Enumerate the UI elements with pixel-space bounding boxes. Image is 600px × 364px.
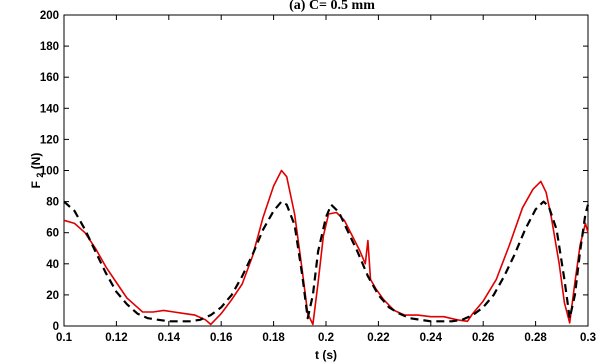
plot-frame [63,14,589,327]
series-layer [63,169,590,326]
y-tick-label: 140 [40,103,59,115]
y-tick-label: 100 [40,166,59,178]
x-tick-label: 0.14 [158,332,181,344]
x-tick-label: 0.2 [318,332,334,344]
y-tick-label: 160 [40,72,59,84]
x-tick-label: 0.12 [105,332,127,344]
y-tick-label: 200 [40,10,59,22]
series-line-dashed [63,200,590,323]
chart-title: (a) C= 0.5 mm [289,0,375,13]
y-tick-label: 40 [46,259,59,271]
y-axis-label-unit: (N) [29,153,43,170]
y-tick-label: 80 [46,197,59,209]
x-tick-label: 0.3 [580,332,596,344]
x-tick-label: 0.1 [56,332,73,344]
y-tick-label: 60 [46,228,59,240]
x-tick-label: 0.18 [262,332,285,344]
y-axis-label: F 2 (N) [29,153,46,189]
x-tick-label: 0.16 [210,332,232,344]
y-axis-label-subscript: 2 [35,173,45,178]
x-tick-label: 0.24 [420,332,443,344]
x-axis-ticks: 0.1 0.12 0.14 0.16 0.18 0.2 0.22 0.24 0.26 0.28 0.… [56,15,596,344]
y-tick-label: 180 [40,41,59,53]
y-axis-ticks: 0 20 40 60 80 100 120 140 160 180 200 [40,10,588,333]
x-tick-label: 0.26 [472,332,494,344]
x-axis-label: t (s) [315,348,337,362]
x-tick-label: 0.28 [524,332,547,344]
y-tick-label: 0 [53,321,59,333]
y-axis-label-main: F [29,181,43,188]
y-tick-label: 120 [40,134,59,146]
series-line-solid [63,169,589,326]
x-tick-label: 0.22 [367,332,389,344]
y-tick-label: 20 [46,290,59,302]
